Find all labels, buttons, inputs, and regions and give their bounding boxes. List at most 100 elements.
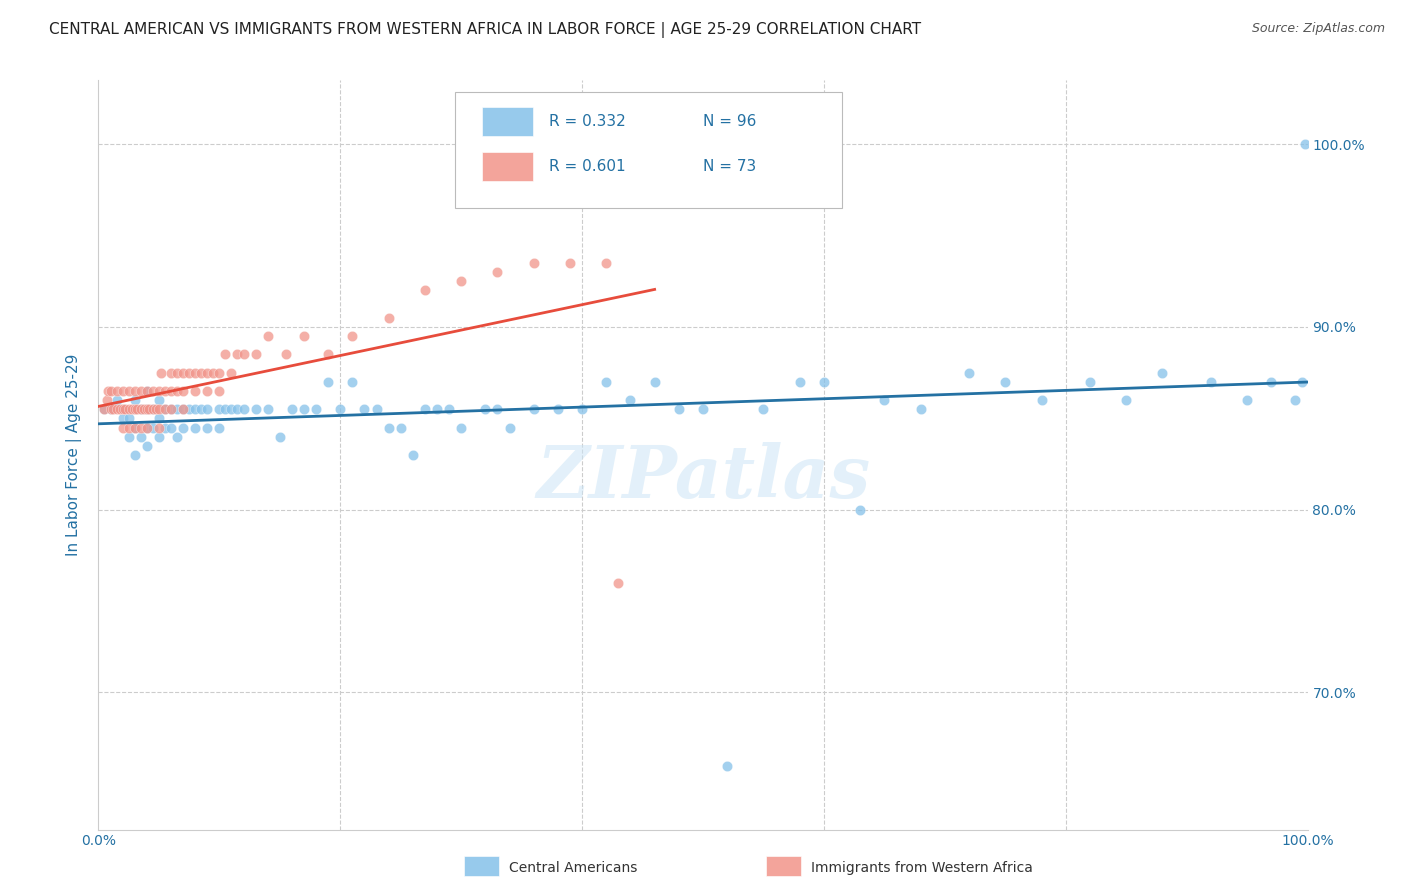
Point [135, 384, 157, 398]
Point [571, 402, 593, 417]
Point [195, 366, 218, 380]
Point [150, 366, 173, 380]
Point [1291, 375, 1313, 389]
Point [558, 256, 581, 270]
Point [129, 402, 152, 417]
Text: Central Americans: Central Americans [509, 861, 637, 875]
Point [274, 347, 297, 361]
Point [118, 384, 141, 398]
Point [245, 402, 267, 417]
Point [450, 420, 472, 434]
Point [1236, 393, 1258, 408]
Point [1078, 375, 1101, 389]
Point [160, 366, 183, 380]
Point [172, 402, 194, 417]
Point [849, 502, 872, 516]
Point [1115, 393, 1137, 408]
Point [129, 402, 152, 417]
Point [377, 310, 399, 325]
Point [221, 402, 243, 417]
Point [208, 402, 231, 417]
Point [124, 384, 146, 398]
Point [148, 384, 170, 398]
Text: ZIPatlas: ZIPatlas [536, 442, 870, 513]
FancyBboxPatch shape [482, 107, 533, 136]
Point [214, 402, 236, 417]
Point [111, 411, 134, 425]
Point [166, 402, 188, 417]
Point [752, 402, 775, 417]
Point [124, 420, 146, 434]
Point [184, 366, 207, 380]
Point [100, 402, 122, 417]
Point [353, 402, 375, 417]
Point [523, 402, 546, 417]
Point [316, 375, 339, 389]
Point [1031, 393, 1053, 408]
Point [118, 411, 141, 425]
Point [172, 384, 194, 398]
Point [101, 402, 124, 417]
Point [232, 402, 254, 417]
Point [523, 256, 546, 270]
Point [1260, 375, 1282, 389]
Point [127, 402, 149, 417]
Point [547, 402, 569, 417]
Point [595, 256, 617, 270]
Point [142, 420, 165, 434]
Point [208, 366, 231, 380]
Text: Immigrants from Western Africa: Immigrants from Western Africa [811, 861, 1033, 875]
Point [160, 420, 183, 434]
Point [153, 420, 176, 434]
Text: R = 0.332: R = 0.332 [550, 114, 626, 129]
Point [1294, 137, 1316, 152]
FancyBboxPatch shape [482, 153, 533, 181]
Point [160, 402, 183, 417]
Point [134, 402, 156, 417]
Point [184, 420, 207, 434]
Point [135, 420, 157, 434]
Point [692, 402, 714, 417]
Point [108, 402, 131, 417]
Text: CENTRAL AMERICAN VS IMMIGRANTS FROM WESTERN AFRICA IN LABOR FORCE | AGE 25-29 CO: CENTRAL AMERICAN VS IMMIGRANTS FROM WEST… [49, 22, 921, 38]
Point [148, 420, 170, 434]
Y-axis label: In Labor Force | Age 25-29: In Labor Force | Age 25-29 [66, 354, 83, 556]
Point [305, 402, 328, 417]
Point [111, 402, 134, 417]
Point [474, 402, 496, 417]
Point [97, 384, 120, 398]
Point [245, 347, 267, 361]
Point [121, 402, 143, 417]
Point [208, 384, 231, 398]
Point [105, 384, 128, 398]
Point [668, 402, 690, 417]
Point [172, 366, 194, 380]
Point [105, 402, 128, 417]
Point [179, 402, 201, 417]
Point [100, 384, 122, 398]
Point [93, 402, 115, 417]
Point [111, 402, 134, 417]
Point [450, 274, 472, 288]
Text: N = 96: N = 96 [703, 114, 756, 129]
Point [135, 420, 157, 434]
Point [202, 366, 225, 380]
Point [873, 393, 896, 408]
Point [486, 265, 509, 279]
Point [118, 420, 141, 434]
Point [190, 366, 212, 380]
Point [226, 347, 249, 361]
FancyBboxPatch shape [456, 92, 842, 208]
Point [135, 384, 157, 398]
Point [124, 402, 146, 417]
Point [184, 384, 207, 398]
Point [166, 430, 188, 444]
Point [256, 329, 278, 343]
Point [342, 329, 364, 343]
Point [716, 758, 738, 772]
Point [413, 284, 436, 298]
Point [813, 375, 835, 389]
Point [145, 402, 167, 417]
Point [389, 420, 412, 434]
Point [292, 402, 315, 417]
